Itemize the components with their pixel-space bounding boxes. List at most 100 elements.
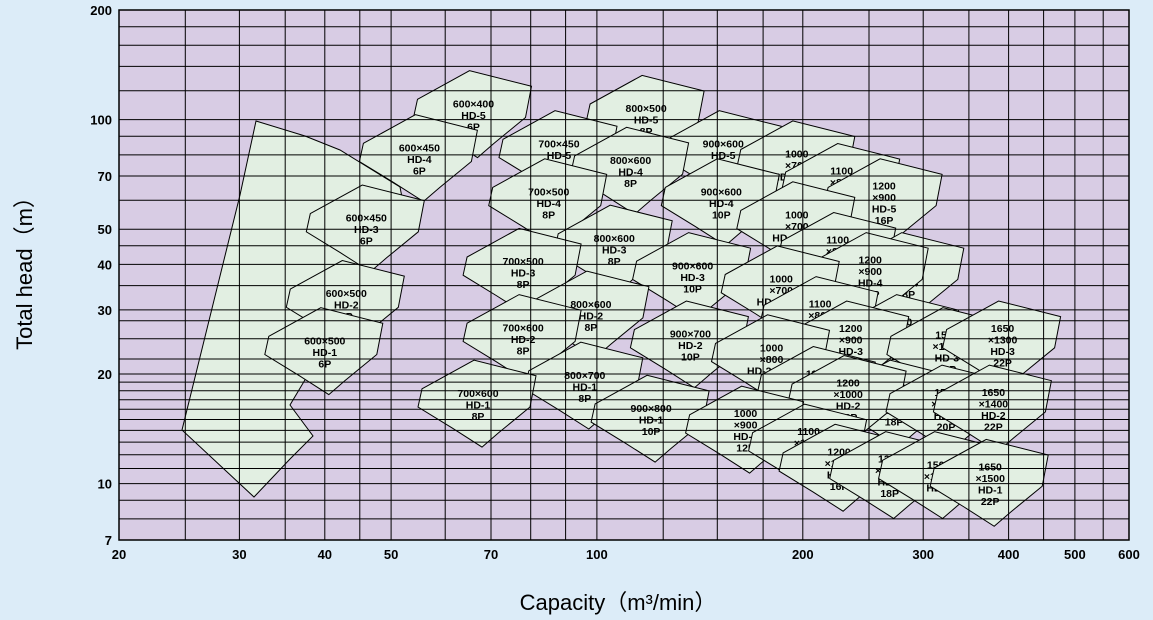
pump-zone-label: 1200 (872, 181, 896, 193)
y-axis-title: Total head（m） (12, 186, 37, 350)
pump-zone-label: HD-2 (981, 410, 1006, 422)
pump-zone-label: 1200 (836, 378, 860, 390)
pump-zone-label: HD-1 (466, 399, 491, 411)
y-tick-label: 20 (98, 367, 112, 382)
y-tick-label: 7 (105, 533, 112, 548)
pump-zone-label: 8P (584, 322, 597, 334)
pump-zone-label: ×1500 (975, 473, 1005, 485)
pump-zone-label: 700×500 (503, 256, 544, 268)
pump-zone-label: HD-4 (709, 198, 734, 210)
pump-zone-label: 1000 (734, 408, 758, 420)
pump-zone-region (305, 184, 425, 273)
x-axis-title: Capacity（m³/min） (520, 590, 717, 615)
pump-zone-label: HD-2 (678, 340, 703, 352)
pump-zone-label: 900×600 (672, 260, 713, 272)
pump-zone-label: 8P (608, 256, 621, 268)
pump-zone-label: HD-4 (858, 278, 883, 290)
pump-zone-label: HD-5 (461, 110, 486, 122)
pump-zone-label: 700×500 (528, 187, 569, 199)
pump-zone-label: HD-2 (334, 300, 359, 312)
y-tick-label: 70 (98, 169, 112, 184)
pump-zone-label: 1650 (982, 387, 1006, 399)
plot-frame (118, 9, 1130, 541)
pump-zone-label: 22P (993, 358, 1012, 370)
y-tick-label: 10 (98, 477, 112, 492)
pump-zone-label: 600×400 (453, 98, 494, 110)
pump-zone-label: 600×450 (346, 213, 387, 225)
pump-zone-label: HD-3 (602, 244, 627, 256)
pump-zone-label: HD-4 (536, 198, 561, 210)
pump-zone-label: 800×500 (626, 103, 667, 115)
x-tick-label: 600 (1118, 547, 1140, 562)
pump-zone-label: 1000 (785, 210, 809, 222)
pump-zone-label: ×1300 (988, 335, 1018, 347)
pump-zone-label: 600×500 (326, 288, 367, 300)
pump-zone-label: HD-1 (573, 381, 598, 393)
pump-zone-label: HD-4 (618, 167, 643, 179)
pump-zone-label: HD-4 (407, 154, 432, 166)
pump-zone-label: 1650 (991, 323, 1015, 335)
pump-zone-label: 800×600 (570, 299, 611, 311)
pump-zone-label: 10P (642, 426, 661, 438)
pump-zone-label: 1000 (760, 343, 784, 355)
pump-zone-label: 1100 (809, 299, 832, 311)
pump-zone-label: 1100 (830, 165, 853, 177)
pump-zone-label: 1000 (770, 274, 794, 286)
x-tick-label: 100 (586, 547, 608, 562)
x-tick-label: 70 (484, 547, 498, 562)
pump-zone-label: 22P (981, 496, 1000, 508)
pump-zone-label: ×1400 (979, 399, 1009, 411)
pump-zone-label: 10P (683, 283, 702, 295)
pump-zone-label: 700×600 (503, 322, 544, 334)
pump-zone-label: 900×600 (701, 187, 742, 199)
y-tick-label: 30 (98, 303, 112, 318)
pump-zone-label: HD-3 (990, 346, 1015, 358)
pump-zone-label: ×1000 (833, 389, 863, 401)
pump-zone-label: 1100 (826, 235, 849, 247)
x-tick-label: 50 (384, 547, 398, 562)
pump-zone-label: HD-3 (354, 224, 379, 236)
pump-zone-label: 10P (712, 210, 731, 222)
x-tick-label: 400 (998, 547, 1020, 562)
pump-zone-label: HD-3 (680, 272, 705, 284)
pump-zone-label: HD-5 (872, 204, 897, 216)
pump-zone-label: HD-1 (978, 484, 1003, 496)
pump-zone-label: 1200 (859, 255, 883, 267)
pump-zone-label: 8P (578, 393, 591, 405)
pump-zone-label: 700×450 (538, 138, 579, 150)
pump-zone-label: 900×600 (703, 138, 744, 150)
pump-zone-label: HD-2 (836, 401, 861, 413)
x-tick-label: 40 (318, 547, 332, 562)
pump-zone-region (590, 374, 710, 463)
pump-zone-label: 6P (360, 236, 373, 248)
x-tick-label: 200 (792, 547, 814, 562)
y-tick-label: 100 (90, 113, 112, 128)
pump-zone-label: 18P (880, 488, 899, 500)
y-tick-label: 40 (98, 257, 112, 272)
pump-zone-label: ×900 (839, 335, 863, 347)
pump-zone-region (929, 438, 1049, 527)
x-tick-label: 20 (112, 547, 126, 562)
pump-zone-label: 8P (517, 345, 530, 357)
pump-zone-label: 800×600 (610, 155, 651, 167)
pump-zone-label: 1200 (839, 323, 863, 335)
x-tick-label: 300 (912, 547, 934, 562)
pump-zone-label: 1650 (979, 461, 1003, 473)
pump-zone-label: ×900 (858, 266, 882, 278)
pump-zone-label: 6P (413, 165, 426, 177)
pump-zone-label: HD-1 (639, 415, 664, 427)
pump-zone-label: 8P (472, 411, 485, 423)
pump-zone-label: 10P (681, 352, 700, 364)
pump-zone-label: 8P (624, 178, 637, 190)
x-tick-label: 500 (1064, 547, 1086, 562)
pump-zone-label: 700×600 (457, 388, 498, 400)
pump-zone-label: 800×600 (594, 233, 635, 245)
pump-zone-label: HD-3 (511, 268, 536, 280)
pump-zone-label: ×900 (734, 420, 758, 432)
